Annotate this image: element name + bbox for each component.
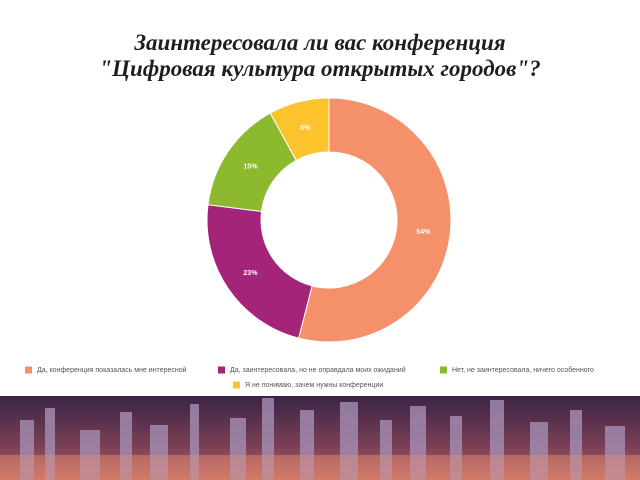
legend-swatch: [233, 381, 240, 389]
slice-label: 54%: [416, 229, 431, 236]
legend-swatch: [440, 366, 447, 374]
donut-slice: [269, 97, 330, 162]
slice-label: 23%: [243, 270, 258, 277]
city-banner: [0, 396, 640, 480]
chart-title: "Цифровая культура открытых городов"?: [99, 56, 540, 81]
legend-swatch: [25, 366, 32, 374]
slice-label: 8%: [300, 125, 311, 132]
legend-swatch: [218, 366, 225, 374]
donut-slice: [298, 97, 452, 343]
legend-label: Да, заинтересовала, но не оправдала моих…: [230, 366, 406, 374]
legend-label: Да, конференция показалась мне интересно…: [37, 366, 187, 374]
legend-label: Нет, не заинтересовала, ничего особенног…: [452, 366, 594, 374]
donut-slice: [206, 204, 313, 339]
chart-title: Заинтересовала ли вас конференция: [133, 30, 505, 55]
legend-label: Я не понимаю, зачем нужны конференции: [245, 382, 383, 389]
slice-label: 15%: [243, 163, 258, 170]
